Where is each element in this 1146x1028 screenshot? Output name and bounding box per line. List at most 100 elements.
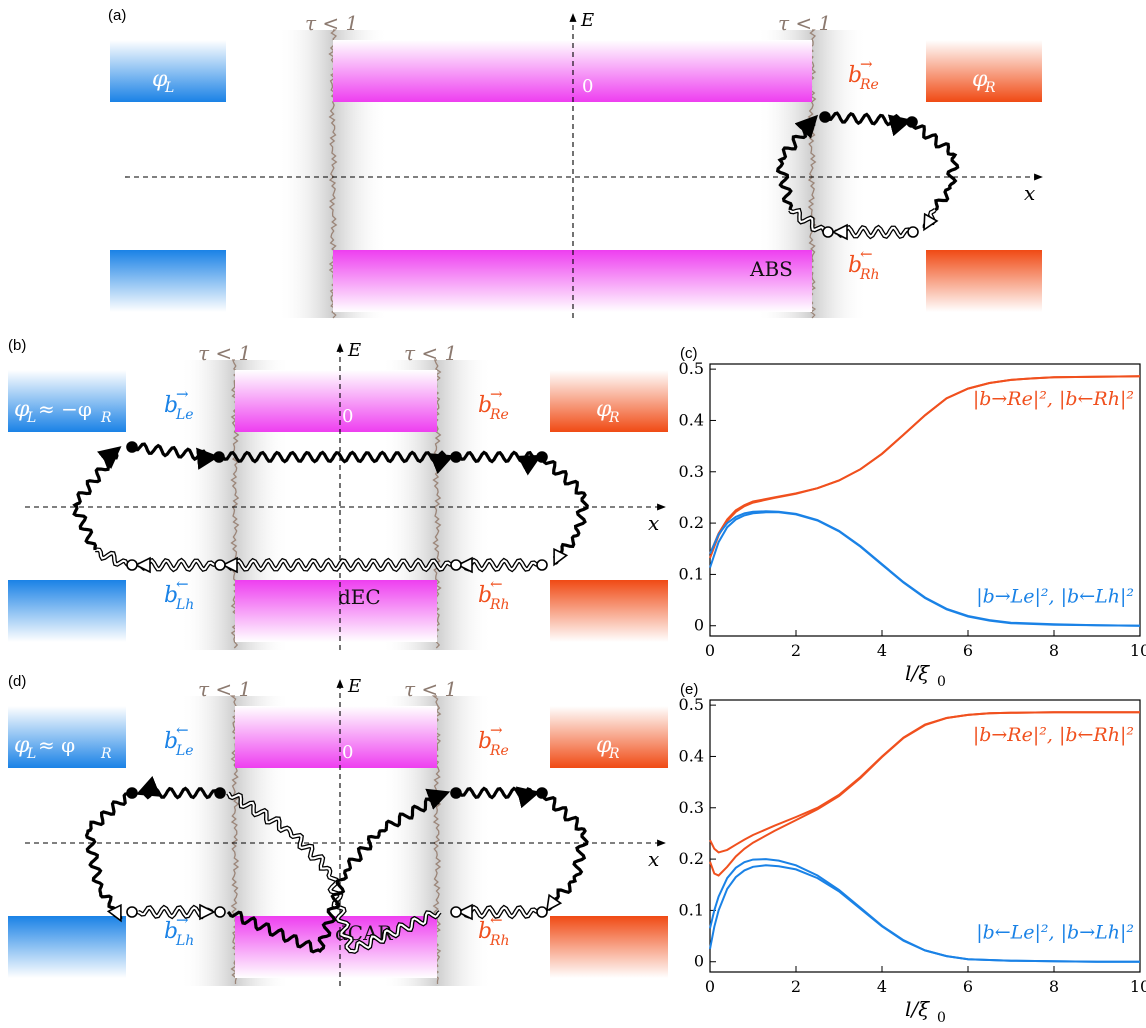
dot-mid-left-top xyxy=(214,787,226,799)
lead-right-bottom xyxy=(926,250,1042,312)
electron-wave-top xyxy=(824,111,913,137)
hole-right-bottom-arrowhead xyxy=(456,903,473,921)
hole-right-side-arrowhead xyxy=(545,893,563,913)
svg-text:Lh: Lh xyxy=(175,597,194,613)
y-tick-label: 0.2 xyxy=(679,849,704,868)
svg-text:≈ −φ: ≈ −φ xyxy=(38,397,92,421)
svg-text:R: R xyxy=(608,746,620,762)
x-tick-label: 6 xyxy=(963,977,973,996)
y-tick-label: 0 xyxy=(694,952,704,971)
series-blue-3 xyxy=(709,864,1140,963)
dot-mid-left-bottom xyxy=(214,906,226,918)
svg-text:φ: φ xyxy=(596,397,612,422)
svg-text:φ: φ xyxy=(596,733,612,758)
amp-b-re: b→ Re xyxy=(848,55,879,93)
svg-text:0: 0 xyxy=(937,674,946,690)
dot-right-bottom xyxy=(536,906,548,918)
zero-label: 0 xyxy=(582,76,593,97)
svg-text:b: b xyxy=(164,729,178,754)
electron-left-side xyxy=(84,791,131,911)
x-tick-label: 10 xyxy=(1130,641,1146,660)
svg-text:Rh: Rh xyxy=(859,267,880,283)
svg-text:Re: Re xyxy=(859,77,879,93)
axis-e-label: E xyxy=(347,676,361,697)
amp-left-top: b→ Le xyxy=(164,385,194,423)
plot-frame xyxy=(709,363,1141,637)
zero-label: 0 xyxy=(342,742,353,763)
axis-e-label: E xyxy=(347,340,361,361)
hole-middle-bottom-arrowhead xyxy=(221,556,238,574)
phi-right-label: φR xyxy=(596,397,620,426)
axis-x-label: x xyxy=(648,847,659,871)
dot-left-bottom xyxy=(126,559,138,571)
hole-cross-down xyxy=(227,792,441,953)
svg-text:L: L xyxy=(164,80,174,96)
series-blue-2 xyxy=(709,858,1140,963)
dot-left-top xyxy=(126,441,138,453)
svg-text:R: R xyxy=(100,746,112,762)
tau-left: τ < 1 xyxy=(305,11,358,35)
x-tick-label: 0 xyxy=(705,977,715,996)
tau-right: τ < 1 xyxy=(404,677,457,701)
island-top xyxy=(235,706,437,768)
amp-left-bottom: b← Lh xyxy=(164,575,194,613)
svg-text:b: b xyxy=(848,63,862,88)
y-tick-label: 0 xyxy=(694,616,704,635)
dot-bottom-right xyxy=(907,226,919,238)
series-red-1 xyxy=(709,711,1140,877)
x-tick-label: 4 xyxy=(877,977,887,996)
x-tick-label: 2 xyxy=(791,641,801,660)
svg-text:b: b xyxy=(478,919,492,944)
curve-label-blue: |b→Le|², |b←Lh|² xyxy=(976,586,1134,608)
process-label: ABS xyxy=(749,257,793,281)
lead-left-bottom xyxy=(110,250,226,312)
svg-text:Rh: Rh xyxy=(489,597,510,613)
lead-left-top xyxy=(8,370,126,432)
svg-text:b: b xyxy=(848,253,862,278)
axis-x-label: x xyxy=(1024,181,1035,205)
svg-text:L: L xyxy=(26,746,36,762)
amp-left-top: b← Le xyxy=(164,721,194,759)
hole-wave-bottom-arrowhead xyxy=(831,223,848,241)
tau-right: τ < 1 xyxy=(404,341,457,365)
electron-right-top xyxy=(457,786,541,809)
phi-right-label: φR xyxy=(972,67,996,96)
axis-x-label: x xyxy=(648,511,659,535)
island-bottom xyxy=(235,580,437,642)
panel-b-letter: (b) xyxy=(8,337,26,354)
phi-left-label: φL ≈ φ R xyxy=(14,733,112,762)
y-tick-label: 0.4 xyxy=(679,746,704,765)
hole-left-side xyxy=(94,548,129,566)
barrier-left xyxy=(328,29,338,319)
svg-text:→: → xyxy=(490,385,503,403)
y-tick-label: 0.3 xyxy=(679,462,704,481)
electron-left-side xyxy=(72,446,122,551)
svg-text:b: b xyxy=(164,919,178,944)
x-axis-label: l/ξ 0 xyxy=(905,997,946,1026)
hole-wave-right-arrowhead xyxy=(923,212,939,232)
x-axis-label: l/ξ 0 xyxy=(905,661,946,690)
dot-mid-left-bottom xyxy=(214,559,226,571)
dot-top-left xyxy=(819,111,831,123)
dot-mid-left-top xyxy=(213,451,225,463)
electron-middle-top xyxy=(220,450,455,475)
dot-mid-right-top xyxy=(450,787,462,799)
svg-text:l/ξ: l/ξ xyxy=(905,661,930,685)
x-tick-label: 0 xyxy=(705,641,715,660)
amp-right-top: b→ Re xyxy=(478,385,509,423)
svg-text:R: R xyxy=(608,410,620,426)
svg-text:Re: Re xyxy=(489,407,509,423)
plot-c: (c) 0 2 4 6 8 10 0 0.1 0.2 0.3 0.4 0.5 l/ξ 0 |b→Re|², |… xyxy=(679,345,1146,690)
electron-cross-up xyxy=(226,788,451,954)
dot-mid-right-bottom xyxy=(450,559,462,571)
phi-left-label: φL xyxy=(152,67,174,96)
hole-middle-bottom xyxy=(225,559,453,571)
lead-left-bottom xyxy=(8,580,126,642)
dot-top-right xyxy=(906,116,918,128)
svg-text:Le: Le xyxy=(175,407,194,423)
dot-right-top xyxy=(536,787,548,799)
y-tick-label: 0.4 xyxy=(679,410,704,429)
x-tick-label: 6 xyxy=(963,641,973,660)
hole-right-bottom xyxy=(459,559,539,571)
